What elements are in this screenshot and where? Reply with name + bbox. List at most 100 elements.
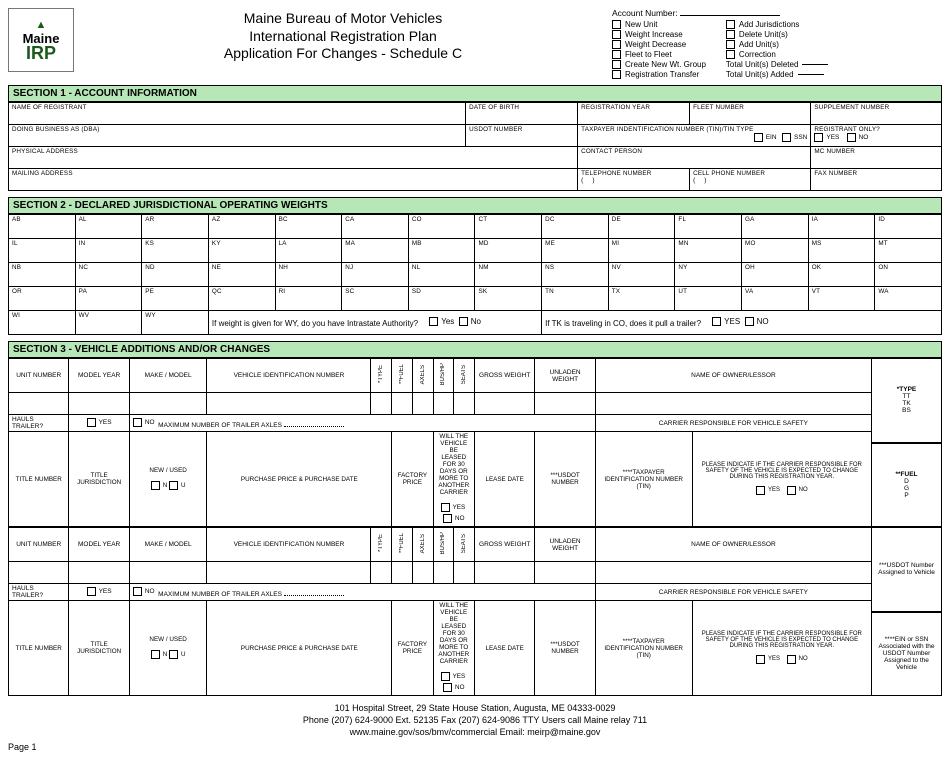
jur-cell[interactable]: NY [675, 263, 742, 287]
jur-cell[interactable]: WV [75, 311, 142, 335]
jur-cell[interactable]: UT [675, 287, 742, 311]
hauls-yes[interactable]: YES [69, 415, 129, 432]
hauls-yes[interactable]: YES [69, 584, 129, 601]
jur-cell[interactable]: WY [142, 311, 209, 335]
jur-cell[interactable]: QC [208, 287, 275, 311]
legend-line: TK [874, 400, 939, 407]
jur-cell[interactable]: DE [608, 215, 675, 239]
jur-cell[interactable]: NH [275, 263, 342, 287]
jur-cell[interactable]: AR [142, 215, 209, 239]
factory: FACTORY PRICE [392, 432, 433, 527]
new-used: NEW / USED N U [129, 432, 207, 527]
legend-title: *TYPE [874, 386, 939, 393]
jur-cell[interactable]: PA [75, 287, 142, 311]
jur-cell[interactable]: MB [408, 239, 475, 263]
jur-cell[interactable]: NM [475, 263, 542, 287]
opt-correction: Correction [726, 50, 828, 59]
jur-cell[interactable]: AB [9, 215, 76, 239]
jur-cell[interactable]: GA [742, 215, 809, 239]
jur-cell[interactable]: DC [542, 215, 609, 239]
jur-cell[interactable]: NS [542, 263, 609, 287]
jur-cell[interactable]: WA [875, 287, 942, 311]
jur-cell[interactable]: MO [742, 239, 809, 263]
checkbox-icon[interactable] [612, 70, 621, 79]
col-fuel: **FUEL [392, 359, 413, 393]
jur-cell[interactable]: MS [808, 239, 875, 263]
new-used: NEW / USED N U [129, 601, 207, 696]
jur-cell[interactable]: AZ [208, 215, 275, 239]
jur-cell[interactable]: IN [75, 239, 142, 263]
jur-cell[interactable]: KS [142, 239, 209, 263]
opt-new-unit: New Unit [612, 20, 706, 29]
options-block: Account Number: New Unit Weight Increase… [612, 8, 942, 79]
jur-cell[interactable]: MD [475, 239, 542, 263]
jur-cell[interactable]: OH [742, 263, 809, 287]
jur-cell[interactable]: ME [542, 239, 609, 263]
jur-cell[interactable]: OR [9, 287, 76, 311]
jur-cell[interactable]: NE [208, 263, 275, 287]
checkbox-icon[interactable] [726, 30, 735, 39]
checkbox-icon[interactable] [612, 50, 621, 59]
vehicle-header-row: UNIT NUMBER MODEL YEAR MAKE / MODEL VEHI… [9, 528, 872, 562]
jur-cell[interactable]: MI [608, 239, 675, 263]
jur-cell[interactable]: BC [275, 215, 342, 239]
jur-cell[interactable]: OK [808, 263, 875, 287]
jur-cell[interactable]: ON [875, 263, 942, 287]
checkbox-icon[interactable] [726, 40, 735, 49]
field-label: USDOT NUMBER [469, 126, 522, 133]
checkbox-icon[interactable] [726, 20, 735, 29]
total-deleted-field[interactable] [802, 64, 828, 65]
jur-cell[interactable]: PE [142, 287, 209, 311]
checkbox-icon[interactable] [726, 50, 735, 59]
jur-cell[interactable]: MN [675, 239, 742, 263]
opt-label: Create New Wt. Group [625, 60, 706, 69]
jur-cell[interactable]: CA [342, 215, 409, 239]
jur-cell[interactable]: WI [9, 311, 76, 335]
checkbox-icon[interactable] [612, 30, 621, 39]
jur-cell[interactable]: CO [408, 215, 475, 239]
carrier-label: CARRIER RESPONSIBLE FOR VEHICLE SAFETY [595, 584, 871, 601]
jur-cell[interactable]: NB [9, 263, 76, 287]
account-number-field[interactable] [680, 15, 780, 16]
jur-cell[interactable]: SC [342, 287, 409, 311]
vehicle-data-row[interactable] [9, 393, 872, 415]
jur-cell[interactable]: CT [475, 215, 542, 239]
jur-cell[interactable]: TN [542, 287, 609, 311]
jur-cell[interactable]: LA [275, 239, 342, 263]
jur-cell[interactable]: NL [408, 263, 475, 287]
checkbox-icon[interactable] [612, 20, 621, 29]
jur-cell[interactable]: FL [675, 215, 742, 239]
totals-added: Total Unit(s) Added [726, 70, 828, 79]
total-added-field[interactable] [798, 74, 824, 75]
jur-cell[interactable]: AL [75, 215, 142, 239]
field-label: TELEPHONE NUMBER [581, 170, 651, 177]
jur-cell[interactable]: IA [808, 215, 875, 239]
field-label: PHYSICAL ADDRESS [12, 148, 78, 155]
jur-cell[interactable]: ID [875, 215, 942, 239]
jur-cell[interactable]: VA [742, 287, 809, 311]
jur-cell[interactable]: MA [342, 239, 409, 263]
jur-cell[interactable]: NC [75, 263, 142, 287]
title-number: TITLE NUMBER [9, 432, 69, 527]
carrier-label: CARRIER RESPONSIBLE FOR VEHICLE SAFETY [595, 415, 871, 432]
jur-cell[interactable]: SK [475, 287, 542, 311]
jur-cell[interactable]: ND [142, 263, 209, 287]
col-type: *TYPE [371, 528, 392, 562]
jur-cell[interactable]: NJ [342, 263, 409, 287]
checkbox-icon[interactable] [754, 133, 763, 142]
checkbox-icon[interactable] [814, 133, 823, 142]
jur-cell[interactable]: IL [9, 239, 76, 263]
jur-cell[interactable]: TX [608, 287, 675, 311]
checkbox-icon[interactable] [612, 60, 621, 69]
checkbox-icon[interactable] [847, 133, 856, 142]
vehicle-data-row[interactable] [9, 562, 872, 584]
checkbox-icon[interactable] [612, 40, 621, 49]
jur-cell[interactable]: VT [808, 287, 875, 311]
jur-cell[interactable]: MT [875, 239, 942, 263]
jur-cell[interactable]: SD [408, 287, 475, 311]
jur-cell[interactable]: RI [275, 287, 342, 311]
jur-cell[interactable]: KY [208, 239, 275, 263]
jur-cell[interactable]: NV [608, 263, 675, 287]
checkbox-icon[interactable] [782, 133, 791, 142]
legend-line: TT [874, 393, 939, 400]
